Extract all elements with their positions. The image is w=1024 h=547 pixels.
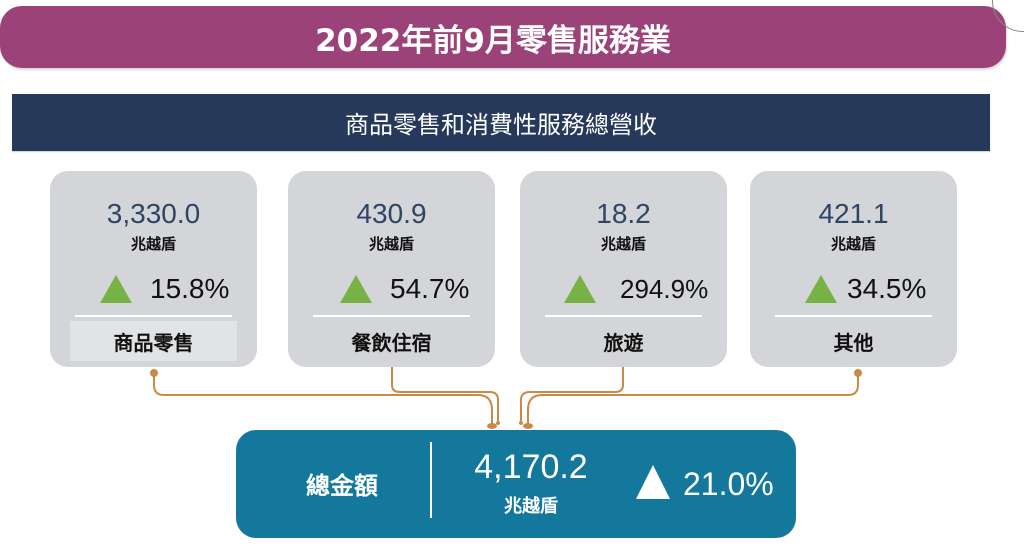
divider [545, 315, 702, 317]
growth-percent: 15.8% [150, 273, 230, 304]
category-unit: 兆越盾 [600, 235, 646, 253]
growth-percent: 54.7% [390, 273, 470, 304]
category-label: 旅遊 [603, 330, 644, 355]
growth-percent: 34.5% [847, 273, 927, 304]
total-summary-box: 總金額 4,170.2 兆越盾 21.0% [236, 430, 796, 538]
category-amount: 3,330.0 [106, 198, 201, 229]
up-triangle-icon [564, 275, 596, 303]
total-growth-percent: 21.0% [683, 466, 774, 502]
total-label: 總金額 [306, 472, 378, 500]
category-amount: 18.2 [596, 198, 651, 229]
divider [430, 442, 432, 518]
category-amount: 421.1 [818, 198, 889, 229]
category-card-travel: 18.2 兆越盾 294.9% 旅遊 [520, 171, 727, 367]
category-label: 商品零售 [70, 321, 237, 361]
divider [313, 315, 470, 317]
page-title: 2022年前9月零售服務業 [315, 22, 671, 59]
total-amount: 4,170.2 [474, 448, 588, 486]
category-unit: 兆越盾 [830, 235, 876, 253]
category-unit: 兆越盾 [130, 235, 176, 253]
category-card-other: 421.1 兆越盾 34.5% 其他 [750, 171, 957, 367]
growth-row: 54.7% [340, 271, 469, 307]
category-label: 其他 [833, 330, 874, 355]
growth-row: 15.8% [100, 271, 229, 307]
up-triangle-icon [805, 275, 837, 303]
category-card-food-lodging: 430.9 兆越盾 54.7% 餐飲住宿 [288, 171, 495, 367]
total-unit: 兆越盾 [504, 496, 558, 517]
section-subtitle: 商品零售和消費性服務總營收 [345, 111, 657, 139]
title-banner: 2022年前9月零售服務業 [0, 6, 1006, 68]
category-unit: 兆越盾 [368, 235, 414, 253]
growth-percent: 294.9% [620, 273, 709, 304]
divider [775, 315, 932, 317]
divider [75, 315, 232, 317]
subtitle-bar: 商品零售和消費性服務總營收 [12, 94, 990, 151]
category-label: 餐飲住宿 [351, 330, 432, 355]
growth-row: 34.5% [805, 271, 926, 307]
category-amount: 430.9 [356, 198, 427, 229]
up-triangle-icon [340, 275, 372, 303]
up-triangle-icon [100, 275, 132, 303]
growth-row: 294.9% [564, 271, 708, 307]
category-card-retail: 3,330.0 兆越盾 15.8% 商品零售 [50, 171, 257, 367]
up-triangle-icon [636, 465, 670, 499]
